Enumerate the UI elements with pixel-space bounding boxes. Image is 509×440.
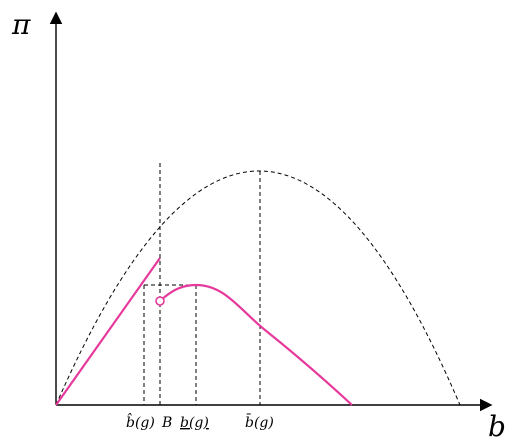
x-axis-label: b — [488, 410, 506, 440]
y-axis-label: π — [11, 8, 31, 41]
tick-label-bunder: b(g) — [180, 415, 209, 431]
tick-label-bbar: b̄(g) — [245, 413, 274, 431]
constrained-profit-curve — [159, 283, 353, 406]
tick-label-B: B — [161, 415, 172, 431]
tick-bhat-text: b̂(g) — [126, 412, 155, 431]
tick-label-bhat: b̂(g) — [126, 412, 155, 431]
outer-profit-curve — [55, 170, 461, 406]
discontinuity-point — [155, 296, 165, 306]
linear-profit-segment — [55, 257, 161, 406]
